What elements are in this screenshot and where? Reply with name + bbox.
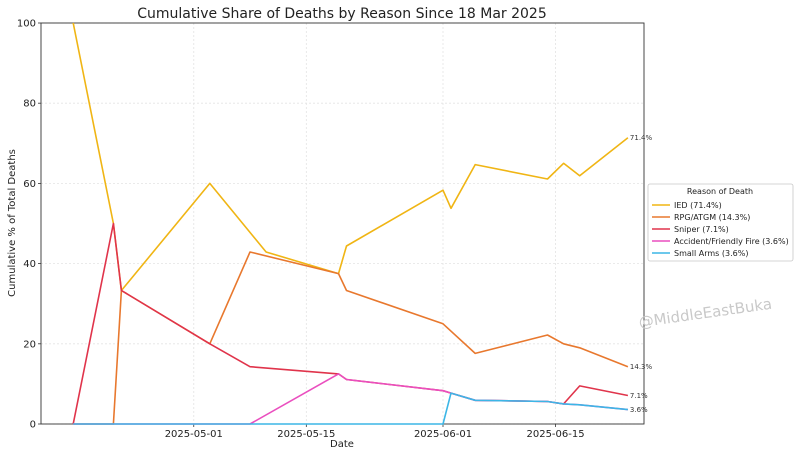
axis-ticks: 0 20 40 60 80 100 2025-05-01 2025-05-15 2025-06-… <box>17 19 585 441</box>
y-tick-label: 100 <box>17 19 36 30</box>
series-line <box>72 22 629 292</box>
end-label: 14.3% <box>630 363 653 371</box>
legend-item-label: Small Arms (3.6%) <box>674 249 748 258</box>
end-label: 71.4% <box>630 134 653 142</box>
y-tick-label: 40 <box>23 259 36 270</box>
y-tick-label: 80 <box>23 99 36 110</box>
legend-box <box>647 183 794 262</box>
y-tick-label: 20 <box>23 339 36 350</box>
legend-title: Reason of Death <box>687 187 753 196</box>
series-line <box>73 251 629 425</box>
x-tick-label: 2025-06-01 <box>414 429 472 440</box>
legend-item-label: Accident/Friendly Fire (3.6%) <box>674 237 789 246</box>
y-axis-label: Cumulative % of Total Deaths <box>7 149 18 297</box>
legend-item-label: Sniper (7.1%) <box>674 225 729 234</box>
y-tick-label: 60 <box>23 179 36 190</box>
series-line <box>73 373 628 425</box>
end-label: 3.6% <box>630 406 648 414</box>
y-tick-label: 0 <box>30 420 36 431</box>
plot-frame <box>40 22 645 425</box>
chart-title: Cumulative Share of Deaths by Reason Sin… <box>137 6 547 22</box>
series-line <box>73 392 628 425</box>
end-label: 7.1% <box>630 392 648 400</box>
series-line <box>72 222 629 425</box>
legend: Reason of Death IED (71.4%) RPG/ATGM (14.… <box>647 183 794 262</box>
watermark: @MiddleEastBuka <box>638 295 774 332</box>
end-labels: 71.4% 14.3% 7.1% 3.6% <box>630 134 653 414</box>
grid <box>41 22 644 425</box>
x-tick-label: 2025-06-15 <box>526 429 584 440</box>
legend-item-label: RPG/ATGM (14.3%) <box>674 213 750 222</box>
x-tick-label: 2025-05-01 <box>165 429 223 440</box>
legend-item-label: IED (71.4%) <box>674 201 722 210</box>
series-lines <box>72 22 629 425</box>
x-tick-label: 2025-05-15 <box>277 429 335 440</box>
x-axis-label: Date <box>330 439 354 450</box>
